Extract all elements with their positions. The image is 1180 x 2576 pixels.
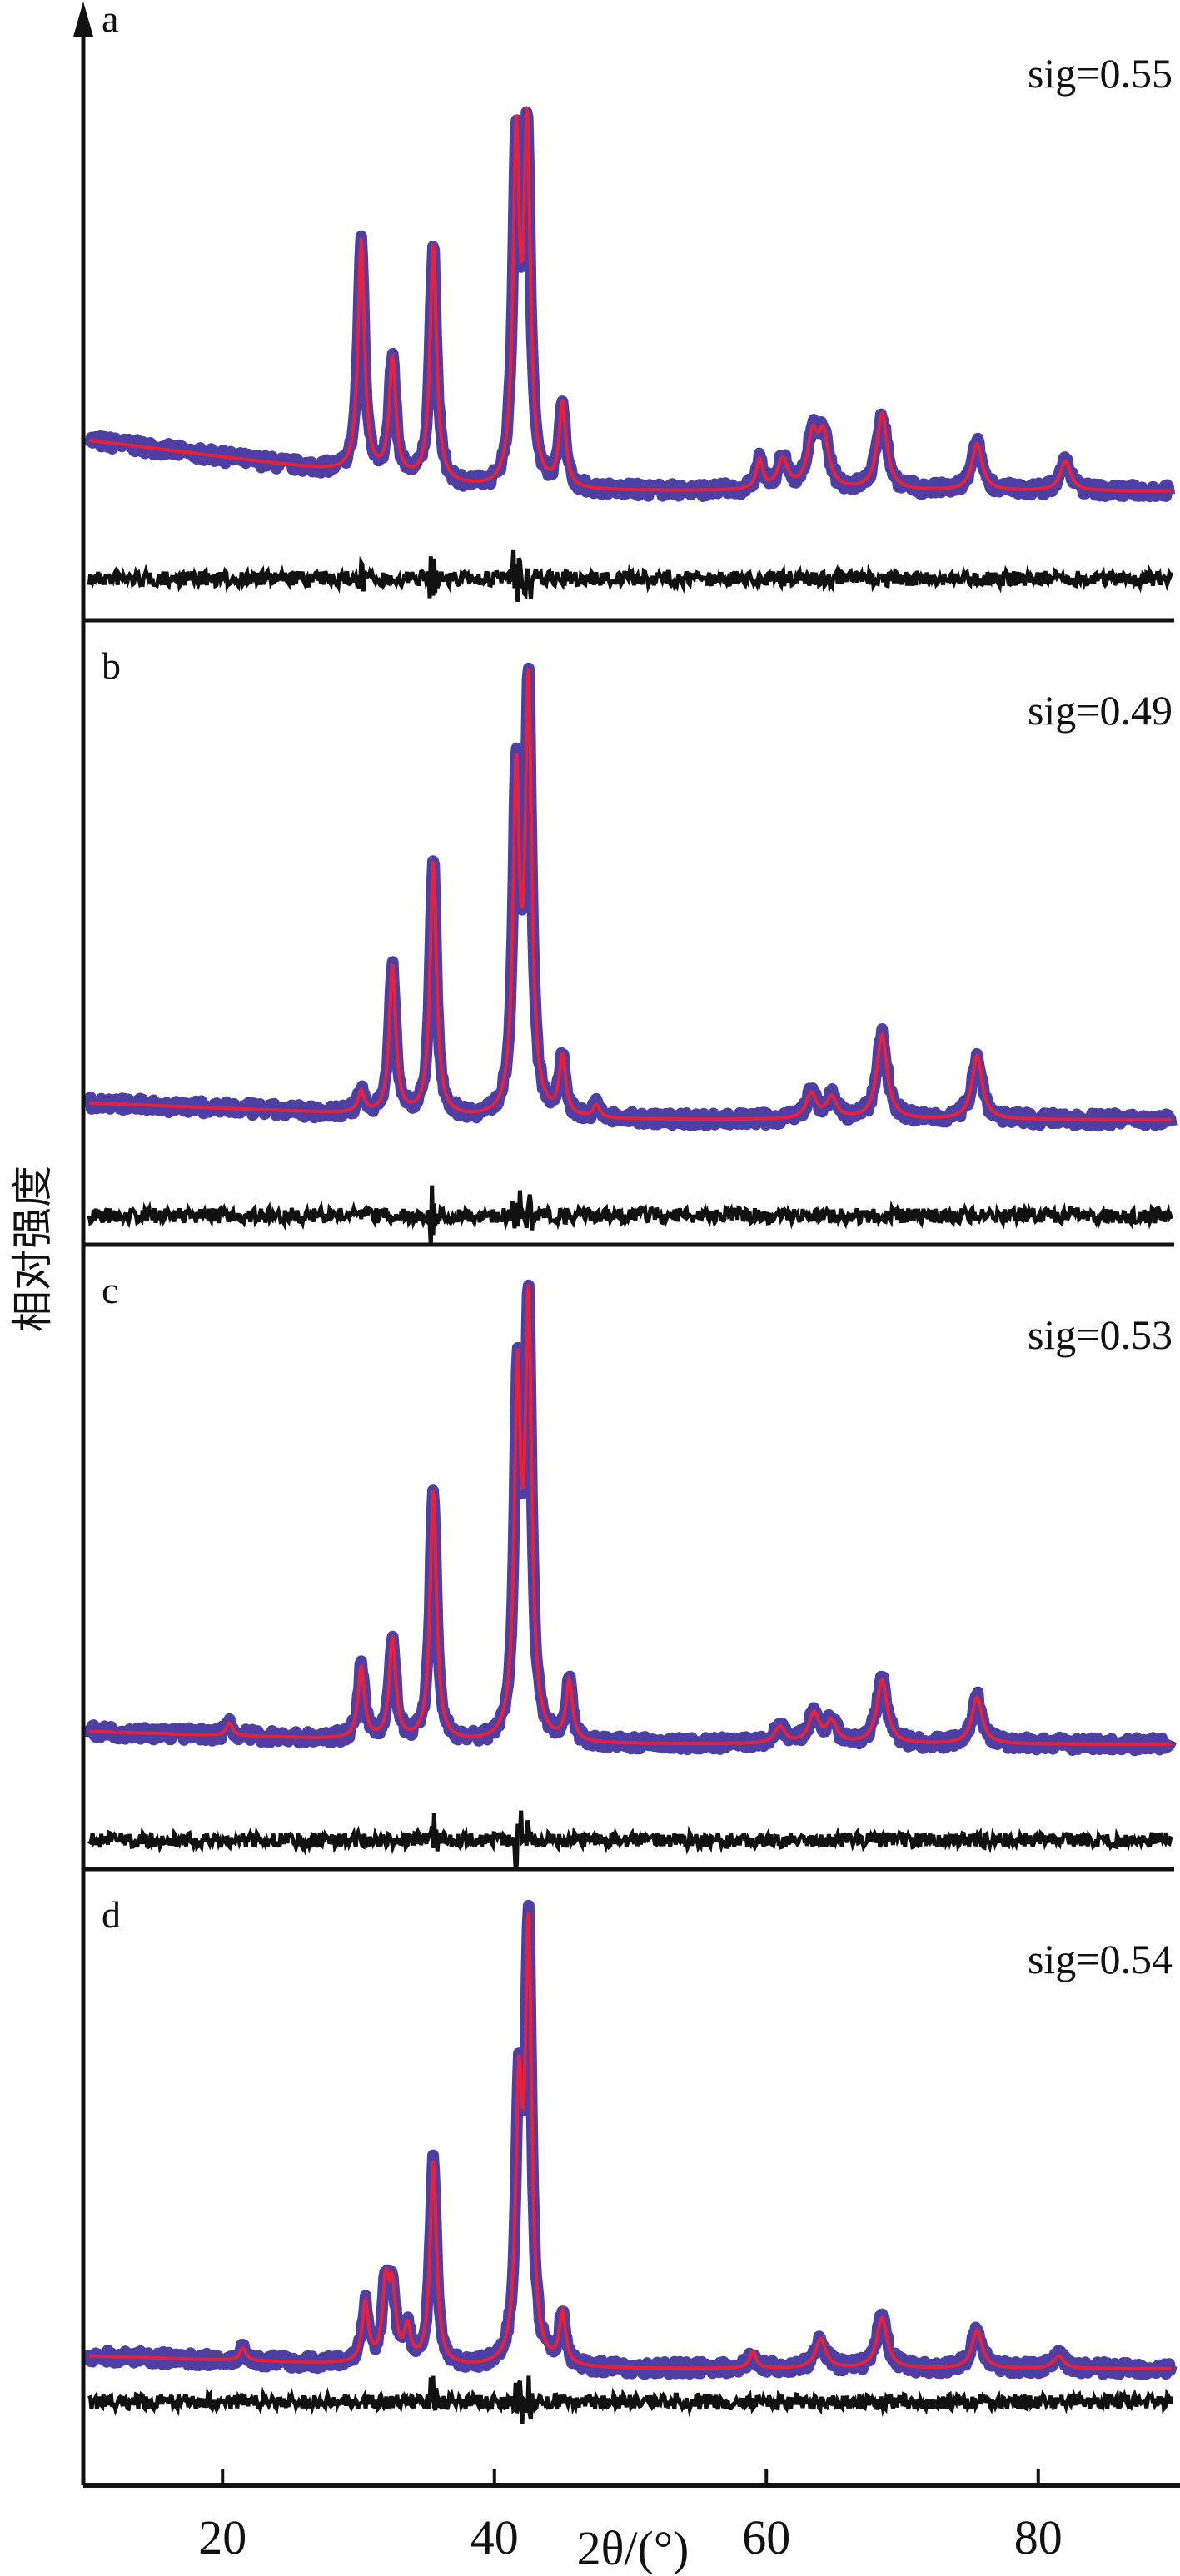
panel-label-a: a: [102, 0, 118, 40]
calculated-pattern-d: [89, 1911, 1172, 2370]
x-tick-label: 60: [742, 2510, 790, 2564]
panel-d: d sig=0.54: [83, 1893, 1178, 2424]
panel-label-d: d: [102, 1893, 121, 1936]
difference-curve-b: [87, 1185, 1174, 1246]
calculated-pattern-b: [89, 668, 1172, 1121]
observed-pattern-d: [83, 1899, 1178, 2380]
panel-label-b: b: [102, 644, 121, 687]
calculated-pattern-c: [89, 1284, 1172, 1746]
sig-label-c: sig=0.53: [1028, 1311, 1173, 1358]
sig-label-d: sig=0.54: [1028, 1936, 1173, 1982]
calculated-pattern-a: [88, 107, 1172, 493]
panel-c: c sig=0.53: [83, 1269, 1178, 1872]
x-axis-label: 2θ/(°): [577, 2521, 690, 2575]
panel-a: a sig=0.55: [83, 0, 1177, 623]
difference-curve-c: [87, 1810, 1173, 1871]
x-tick-label: 20: [198, 2510, 246, 2564]
panel-b: b sig=0.49: [83, 644, 1178, 1247]
x-tick-label: 80: [1014, 2510, 1063, 2564]
observed-pattern-a: [83, 106, 1177, 503]
observed-pattern-c: [83, 1279, 1178, 1757]
sig-label-b: sig=0.49: [1028, 687, 1173, 734]
difference-curve-a: [87, 549, 1174, 603]
y-axis-label: 相对强度: [9, 1166, 56, 1332]
x-tick-label: 40: [471, 2510, 519, 2564]
sig-label-a: sig=0.55: [1028, 50, 1173, 97]
difference-curve-d: [87, 2375, 1174, 2424]
panel-label-c: c: [102, 1269, 118, 1311]
y-axis-arrow-icon: [73, 2, 93, 37]
observed-pattern-b: [83, 662, 1178, 1132]
